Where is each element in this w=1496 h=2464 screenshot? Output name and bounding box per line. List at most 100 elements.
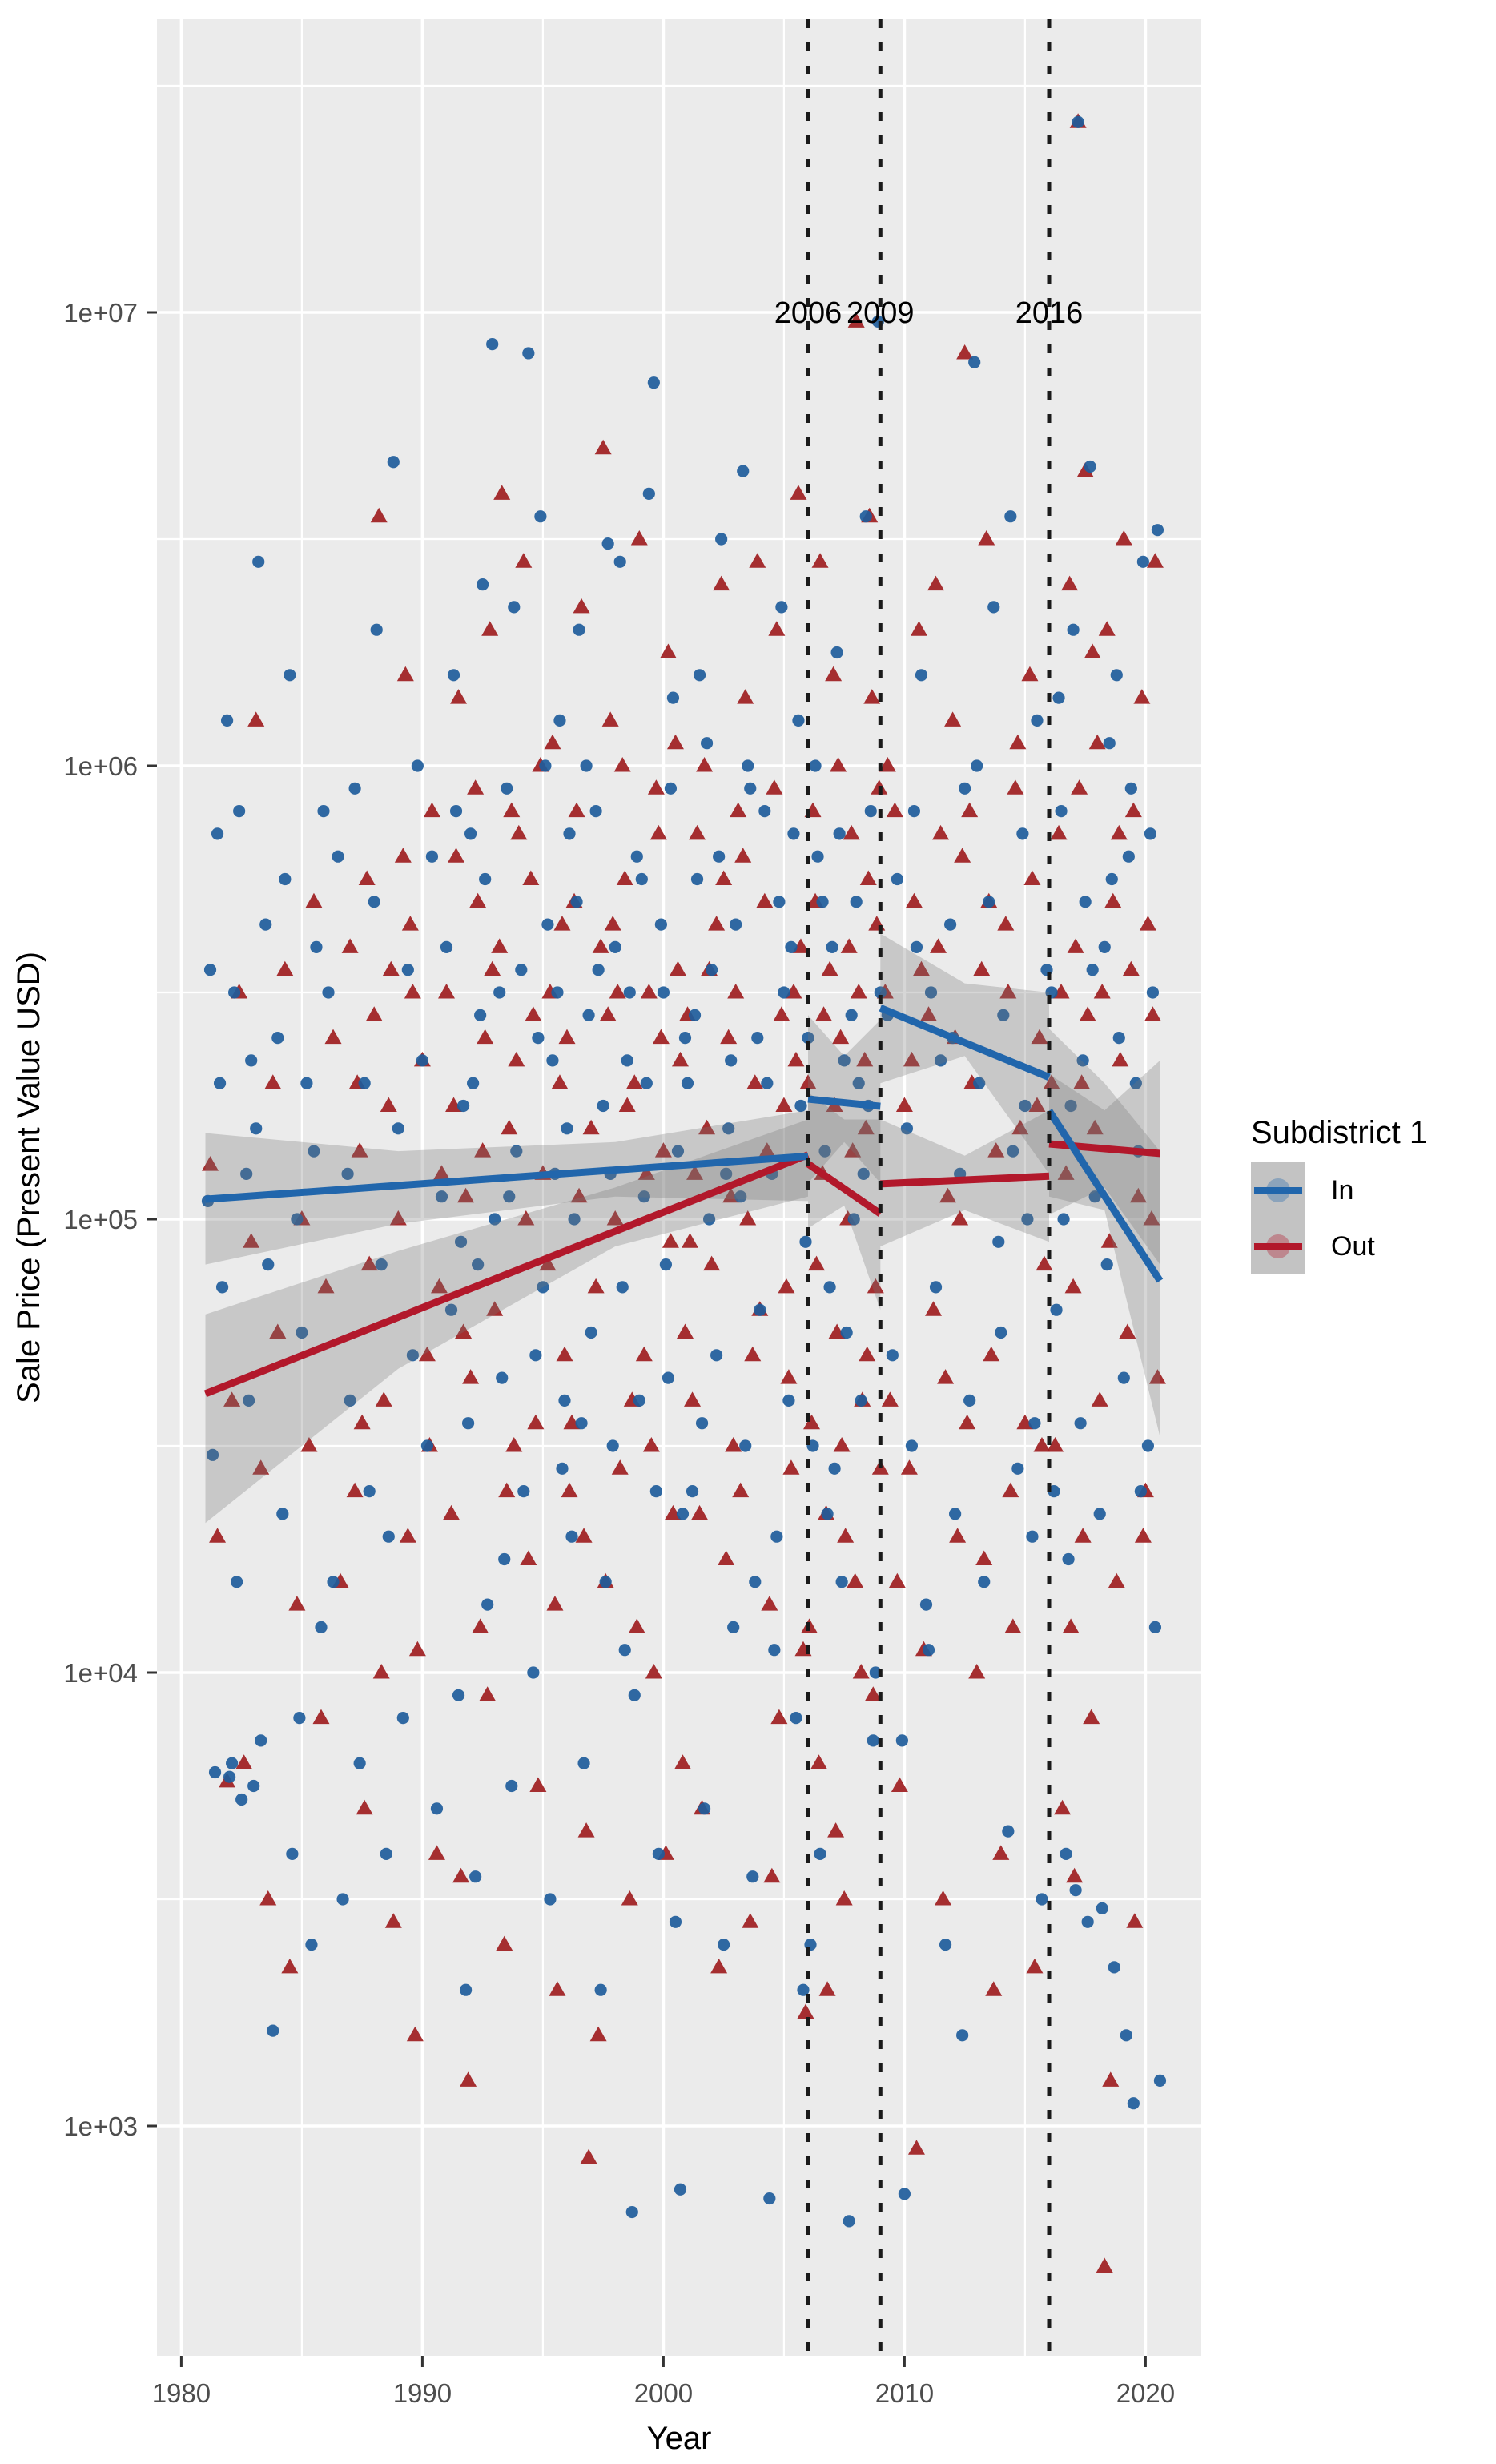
data-point-out (797, 2003, 814, 2019)
data-point-out (999, 984, 1017, 999)
data-point-in (252, 555, 265, 568)
data-point-in (551, 986, 564, 999)
data-point-in (698, 1802, 711, 1815)
confidence-ribbon (808, 1092, 881, 1311)
data-point-in (1122, 850, 1135, 863)
data-point-in (575, 1417, 588, 1430)
data-point-in (816, 896, 829, 908)
y-tick-label: 1e+06 (63, 751, 138, 781)
data-point-out (739, 1210, 757, 1226)
data-point-out (389, 1210, 407, 1226)
data-point-out (696, 757, 714, 772)
data-point-in (1129, 1077, 1142, 1089)
data-point-in (702, 1213, 716, 1226)
data-point-in (797, 1983, 810, 1996)
data-point-out (305, 892, 323, 908)
data-point-in (1148, 1621, 1162, 1633)
data-point-out (312, 1709, 330, 1725)
data-point-in (305, 1939, 318, 1951)
data-point-out (630, 530, 648, 546)
data-point-out (577, 1822, 595, 1838)
data-point-in (1136, 555, 1149, 568)
data-point-in (1076, 1054, 1089, 1067)
data-point-out (654, 1142, 672, 1158)
data-point-in (669, 1915, 682, 1928)
data-point-in (363, 1485, 376, 1498)
data-point-in (243, 1394, 255, 1407)
data-point-in (727, 1621, 740, 1633)
data-point-in (662, 1371, 675, 1384)
trend-lines-in (205, 1005, 1164, 1283)
legend-item-out[interactable]: Out (1251, 1218, 1491, 1274)
data-point-out (1064, 1278, 1082, 1294)
reference-vlines: 2006 2009 2016 (774, 19, 1083, 2356)
data-point-out (575, 1528, 593, 1543)
series-points-out (202, 113, 1166, 2273)
data-point-in (447, 669, 460, 682)
data-point-out (252, 1459, 270, 1475)
data-point-in (515, 964, 528, 976)
data-point-out (975, 1550, 993, 1565)
data-point-out (276, 960, 294, 976)
data-point-in (782, 1394, 795, 1407)
data-point-in (496, 1371, 509, 1384)
data-point-in (1028, 1417, 1041, 1430)
data-point-in (1026, 1530, 1039, 1543)
data-point-in (693, 669, 706, 682)
data-point-out (406, 2026, 424, 2042)
data-point-out (935, 1890, 952, 1906)
data-point-out (365, 1006, 383, 1021)
data-point-in (1110, 669, 1123, 682)
data-point-in (1134, 1485, 1147, 1498)
data-point-in (1064, 1099, 1077, 1113)
data-point-in (715, 533, 728, 546)
data-point-out (613, 757, 631, 772)
data-point-out (939, 1187, 957, 1203)
data-point-out (847, 1572, 864, 1588)
data-point-in (1144, 827, 1157, 840)
data-point-out (472, 1618, 489, 1633)
data-point-in (666, 691, 680, 704)
data-point-out (515, 553, 533, 568)
data-point-in (1084, 460, 1096, 473)
data-point-in (1117, 1371, 1130, 1384)
data-point-in (1060, 1847, 1072, 1860)
data-point-in (380, 1847, 392, 1860)
data-point-out (606, 1210, 624, 1226)
data-point-out (486, 1301, 504, 1316)
data-point-out (1007, 779, 1024, 795)
data-point-out (341, 938, 359, 953)
data-point-in (857, 1167, 870, 1180)
data-point-out (467, 779, 485, 795)
data-point-out (546, 1596, 564, 1611)
data-point-in (886, 1349, 899, 1362)
data-point-out (1061, 575, 1079, 591)
data-point-in (1112, 1032, 1125, 1045)
data-point-out (556, 1346, 573, 1362)
data-point-in (1096, 1902, 1108, 1914)
trend-segment-out (880, 1172, 1050, 1188)
data-point-in (440, 940, 453, 953)
data-point-out (737, 689, 754, 704)
data-point-out (961, 802, 979, 818)
data-point-in (477, 578, 489, 591)
data-point-out (787, 1051, 805, 1067)
data-point-out (903, 1051, 920, 1067)
data-point-out (589, 2026, 607, 2042)
data-point-in (599, 1576, 612, 1588)
data-point-out (944, 711, 962, 727)
data-point-out (857, 1119, 875, 1135)
legend-item-in[interactable]: In (1251, 1162, 1491, 1218)
data-point-out (503, 802, 521, 818)
data-point-in (223, 1770, 236, 1783)
data-point-out (611, 1459, 629, 1475)
data-point-out (987, 1142, 1005, 1158)
confidence-ribbon (808, 1015, 881, 1183)
data-point-out (1148, 1369, 1166, 1384)
data-point-out (910, 621, 927, 636)
data-point-out (508, 1051, 525, 1067)
data-point-out (1098, 621, 1116, 636)
data-point-out (637, 1165, 655, 1180)
data-point-out (1031, 1029, 1048, 1045)
data-point-in (997, 1009, 1010, 1021)
